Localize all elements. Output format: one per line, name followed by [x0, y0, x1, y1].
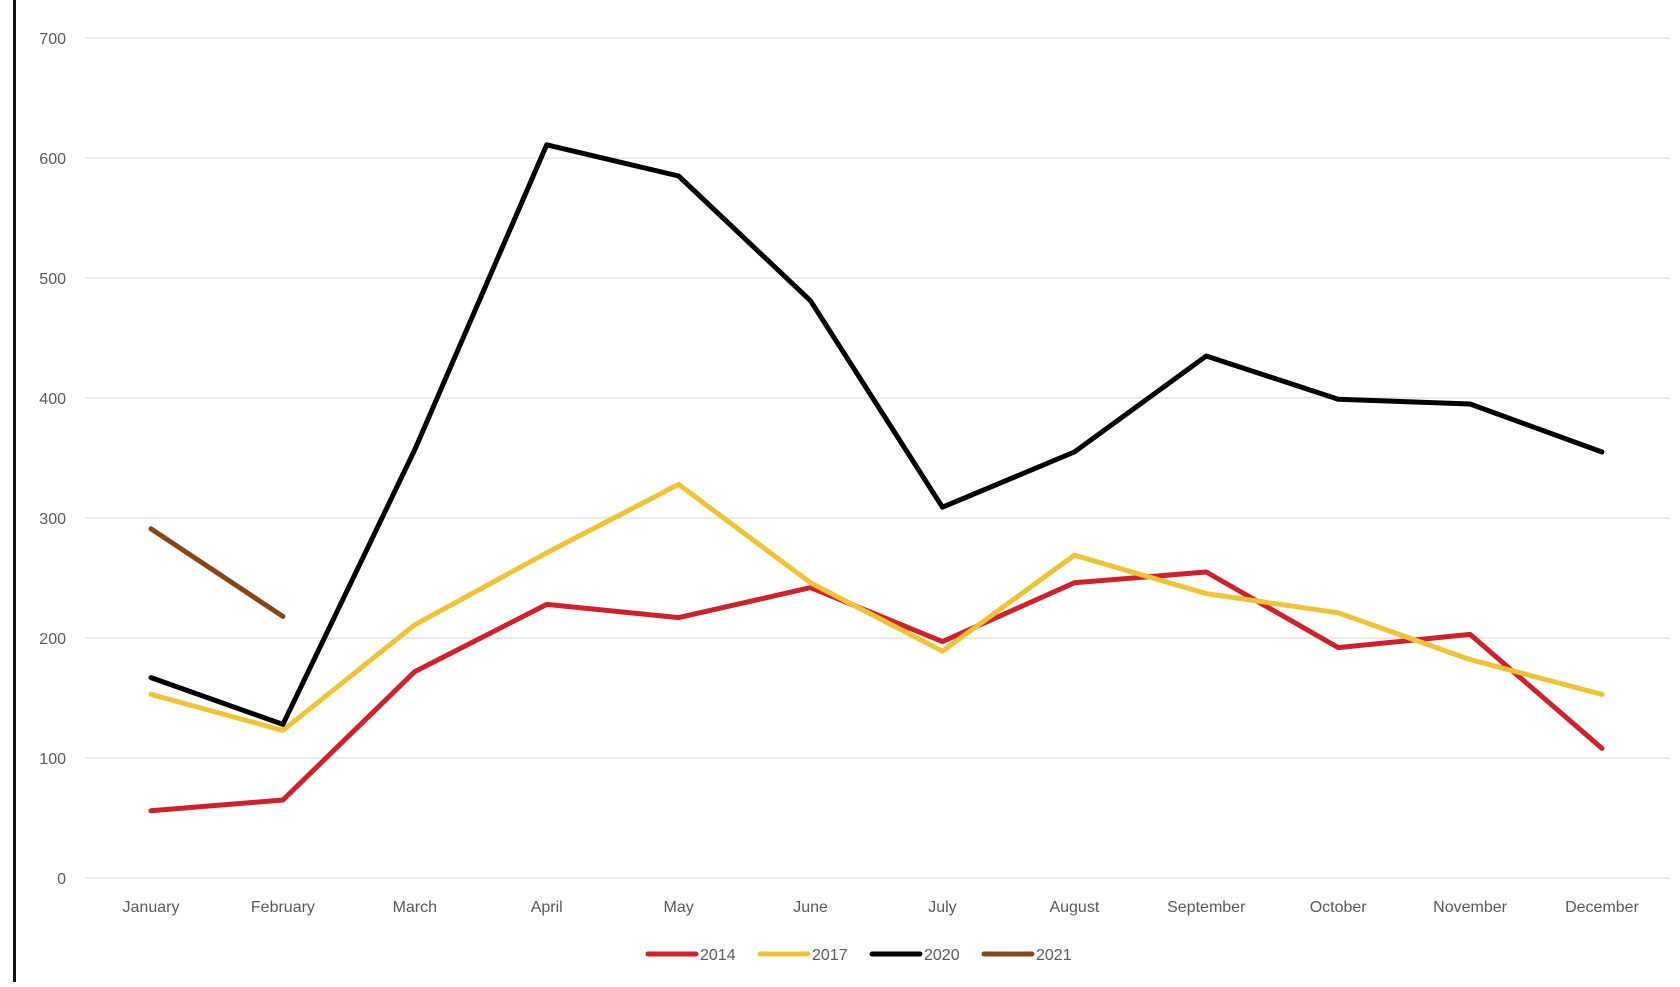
y-tick-label-500: 500: [39, 271, 66, 288]
x-tick-label-july: July: [928, 899, 956, 916]
x-tick-label-august: August: [1049, 899, 1099, 916]
legend-label-2020: 2020: [924, 947, 960, 964]
x-tick-label-may: May: [664, 899, 694, 916]
x-tick-label-january: January: [123, 899, 180, 916]
x-tick-label-march: March: [393, 899, 437, 916]
series-line-2020: [148, 142, 1605, 727]
x-tick-label-october: October: [1310, 899, 1368, 916]
legend-label-2021: 2021: [1036, 947, 1072, 964]
legend-label-2014: 2014: [700, 947, 736, 964]
series-lines: [148, 142, 1605, 814]
legend: 2014 2017 2020 2021: [645, 947, 1072, 964]
series-line-2021: [148, 526, 286, 619]
y-tick-label-0: 0: [57, 871, 66, 888]
y-tick-label-200: 200: [39, 631, 66, 648]
x-tick-label-september: September: [1167, 899, 1246, 916]
y-tick-label-100: 100: [39, 751, 66, 768]
legend-label-2017: 2017: [812, 947, 848, 964]
y-tick-label-600: 600: [39, 151, 66, 168]
y-axis-ticks: 0 100 200 300 400 500 600 700: [39, 31, 66, 888]
x-axis-ticks: January February March April May June July Augu…: [123, 899, 1640, 916]
x-tick-label-november: November: [1433, 899, 1507, 916]
y-tick-label-300: 300: [39, 511, 66, 528]
gridlines: [85, 37, 1670, 879]
y-tick-label-400: 400: [39, 391, 66, 408]
x-tick-label-february: February: [251, 899, 315, 916]
series-line-2017: [148, 481, 1605, 733]
series-line-2014: [148, 569, 1605, 814]
left-border: [13, 0, 16, 982]
x-tick-label-june: June: [793, 899, 828, 916]
x-tick-label-april: April: [531, 899, 563, 916]
x-tick-label-december: December: [1565, 899, 1639, 916]
y-tick-label-700: 700: [39, 31, 66, 48]
